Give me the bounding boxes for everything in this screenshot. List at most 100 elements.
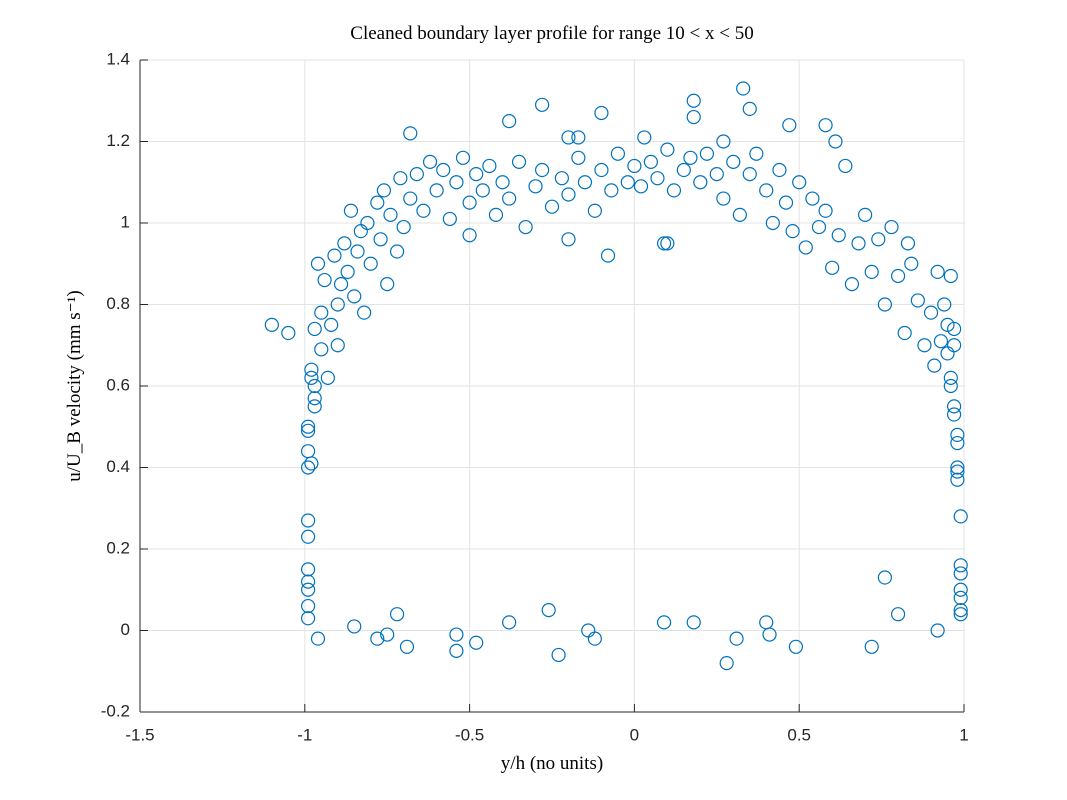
data-point (877, 297, 892, 312)
data-point (561, 130, 576, 145)
data-point (587, 203, 602, 218)
data-point (475, 183, 490, 198)
data-point (330, 297, 345, 312)
data-point (900, 236, 916, 251)
data-point (317, 272, 332, 288)
data-point (637, 130, 652, 145)
data-point (610, 146, 626, 161)
data-point (953, 603, 968, 618)
data-point (314, 342, 329, 357)
y-tick-label: -0.2 (101, 701, 130, 720)
data-point (300, 582, 316, 597)
data-point (656, 236, 672, 251)
data-point (307, 399, 322, 414)
data-point (300, 419, 316, 434)
data-point (660, 236, 675, 251)
data-point (333, 277, 349, 292)
data-point (551, 647, 566, 663)
data-point (660, 142, 675, 157)
data-point (416, 203, 431, 218)
data-point (502, 191, 517, 206)
data-point (310, 631, 326, 646)
data-point (357, 305, 372, 320)
chart-title: Cleaned boundary layer profile for range… (350, 23, 753, 44)
data-point (910, 293, 925, 308)
data-point (676, 162, 691, 178)
x-tick-label: 1 (959, 725, 968, 744)
data-point (314, 305, 329, 320)
data-point (469, 167, 484, 182)
data-point (383, 207, 398, 222)
y-tick-label: 0.8 (106, 294, 130, 313)
data-point (953, 590, 968, 606)
data-point (571, 130, 586, 145)
data-point (950, 472, 965, 487)
data-point (904, 256, 919, 271)
x-axis-label: y/h (no units) (501, 753, 603, 774)
data-point (399, 639, 415, 654)
x-tick-label: 0 (630, 725, 639, 744)
data-point (943, 378, 958, 394)
data-point (950, 435, 965, 451)
data-point (838, 158, 853, 174)
data-point (449, 627, 464, 642)
data-point (347, 619, 362, 634)
x-tick-label: -1 (297, 725, 312, 744)
data-point (502, 114, 517, 129)
data-point (884, 219, 899, 235)
data-point (620, 175, 635, 190)
data-point (947, 321, 962, 337)
data-point (380, 277, 395, 292)
data-point (864, 639, 879, 654)
data-point (686, 93, 701, 108)
data-point (495, 175, 510, 190)
data-point (917, 338, 932, 353)
data-point (719, 655, 734, 671)
data-point (778, 195, 794, 210)
data-point (502, 615, 517, 630)
data-point (577, 175, 593, 190)
data-point (535, 97, 550, 112)
data-point (828, 134, 843, 149)
data-point (350, 244, 365, 259)
data-point (923, 305, 939, 320)
data-point (950, 427, 965, 442)
data-point (511, 154, 527, 169)
data-point (393, 171, 408, 186)
data-point (281, 325, 296, 341)
data-point (376, 183, 392, 198)
data-point (300, 513, 316, 528)
data-point (666, 183, 682, 198)
data-point (656, 615, 672, 630)
data-point (736, 81, 751, 96)
x-tick-label: 0.5 (787, 725, 811, 744)
data-point (947, 407, 962, 422)
data-point (389, 607, 405, 622)
y-tick-label: 1.4 (106, 49, 130, 68)
data-point (320, 370, 335, 385)
data-point (818, 203, 833, 218)
data-point (518, 219, 533, 235)
data-point (890, 268, 906, 284)
data-point (370, 195, 385, 210)
data-point (792, 175, 807, 190)
data-point (858, 207, 873, 222)
y-tick-label: 0.6 (106, 375, 130, 394)
data-point (436, 162, 451, 178)
data-point (897, 325, 912, 341)
data-point (528, 179, 543, 194)
data-point (759, 183, 774, 198)
data-point (877, 570, 892, 585)
data-point (554, 171, 569, 186)
data-point (686, 615, 701, 630)
data-point (844, 277, 860, 292)
y-tick-label: 0.2 (106, 538, 130, 557)
data-point (310, 256, 326, 271)
data-point (363, 256, 378, 271)
data-point (307, 391, 322, 406)
data-point (403, 126, 418, 141)
data-point (643, 154, 658, 169)
data-point (785, 224, 800, 239)
data-point (709, 167, 724, 182)
data-point (831, 228, 846, 243)
